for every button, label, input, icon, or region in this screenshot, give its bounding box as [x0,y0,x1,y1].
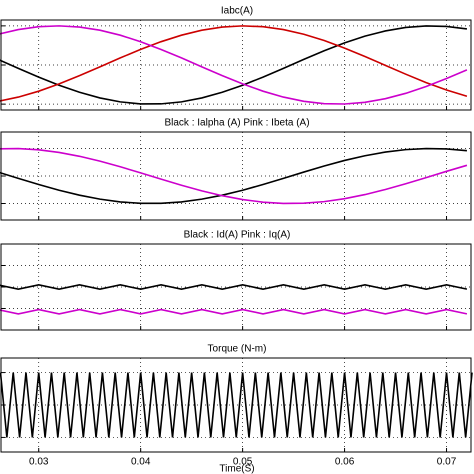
series-line [0,25,468,105]
axes-frame [0,19,472,111]
series-line [0,147,468,205]
x-axis-label: Time(S) [219,464,254,474]
axes-box [0,357,472,453]
axes-frame [0,131,472,221]
axes-frame [0,243,472,331]
series-line [0,25,468,102]
panel-title: Torque (N-m) [208,344,267,355]
panel-title: Black : Ialpha (A) Pink : Ibeta (A) [164,118,309,129]
series-line [0,372,473,438]
x-tick-label: 0.06 [335,457,355,468]
series-line [0,308,468,315]
axes-box [0,131,472,221]
series-line [0,147,467,205]
x-tick-label: 0.07 [437,457,457,468]
axes-frame [0,357,472,453]
panel-title: Iabc(A) [221,6,253,17]
panel-title: Black : Id(A) Pink : Iq(A) [184,230,291,241]
series-line [0,284,468,290]
series-line [0,25,468,105]
x-tick-label: 0.03 [29,457,49,468]
x-tick-label: 0.05 [233,457,253,468]
axes-box [0,19,472,111]
x-tick-label: 0.04 [131,457,151,468]
